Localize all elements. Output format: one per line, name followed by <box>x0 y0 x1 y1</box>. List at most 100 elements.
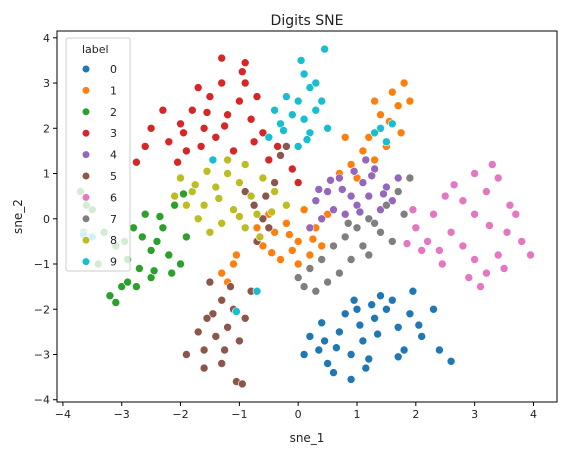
x-tick-label: 4 <box>530 408 537 421</box>
point-label-6-9 <box>458 196 468 205</box>
x-tick-label: −3 <box>114 408 130 421</box>
legend-label-3: 3 <box>110 127 117 140</box>
point-label-7-8 <box>346 255 356 264</box>
y-tick-label: 0 <box>43 213 50 226</box>
point-label-4-8 <box>329 205 338 214</box>
point-label-9-1 <box>305 83 315 92</box>
point-label-7-9 <box>335 268 344 278</box>
legend-label-9: 9 <box>110 256 117 269</box>
point-label-8-15 <box>252 209 262 219</box>
point-label-7-0 <box>293 273 303 282</box>
point-label-1-33 <box>370 96 379 106</box>
point-label-7-21 <box>343 219 353 228</box>
x-tick-label: 1 <box>354 408 361 421</box>
point-label-3-11 <box>217 78 226 88</box>
point-label-1-2 <box>282 219 291 228</box>
point-label-0-28 <box>408 286 418 296</box>
point-label-9-20 <box>370 128 379 138</box>
point-label-2-16 <box>146 246 156 255</box>
legend-label-5: 5 <box>110 170 117 183</box>
point-label-0-26 <box>355 320 365 330</box>
point-label-0-0 <box>305 332 315 341</box>
point-label-8-20 <box>202 167 212 176</box>
point-label-6-7 <box>493 250 503 260</box>
point-label-3-2 <box>176 119 185 129</box>
plot-frame <box>56 30 558 403</box>
point-label-9-16 <box>299 114 309 124</box>
point-label-4-21 <box>355 207 365 217</box>
point-label-9-5 <box>323 124 332 133</box>
point-label-0-3 <box>335 327 344 337</box>
point-label-8-25 <box>235 212 244 221</box>
point-label-7-10 <box>358 241 368 251</box>
point-label-5-4 <box>211 332 221 341</box>
point-label-0-12 <box>340 309 350 319</box>
point-label-1-29 <box>399 78 409 88</box>
legend-label-4: 4 <box>110 149 117 162</box>
point-label-3-14 <box>158 105 168 115</box>
point-label-4-15 <box>367 171 377 181</box>
point-label-3-29 <box>220 121 229 131</box>
point-label-1-9 <box>287 246 297 255</box>
point-label-8-16 <box>182 200 191 210</box>
point-label-4-9 <box>340 209 350 219</box>
point-label-7-4 <box>340 232 350 242</box>
point-label-2-7 <box>105 291 115 301</box>
point-label-8-5 <box>235 178 244 187</box>
x-tick-label: 2 <box>412 408 419 421</box>
point-label-1-12 <box>323 209 332 219</box>
point-label-9-10 <box>317 96 327 106</box>
point-label-1-10 <box>317 241 327 251</box>
point-label-6-25 <box>408 205 418 214</box>
point-label-3-4 <box>199 124 209 133</box>
point-label-1-11 <box>252 223 262 233</box>
point-label-5-18 <box>264 223 274 233</box>
point-label-3-15 <box>182 146 191 156</box>
legend-label-0: 0 <box>110 63 117 76</box>
point-label-3-1 <box>164 137 174 147</box>
point-label-3-18 <box>140 142 150 151</box>
point-label-6-20 <box>487 160 497 169</box>
point-label-6-6 <box>482 268 491 278</box>
point-label-7-7 <box>376 228 385 237</box>
point-label-1-1 <box>270 228 279 237</box>
point-label-7-13 <box>393 187 403 196</box>
point-label-2-26 <box>138 232 147 242</box>
point-label-0-6 <box>370 313 379 323</box>
point-label-8-21 <box>255 232 265 242</box>
point-label-6-15 <box>476 282 485 291</box>
point-label-8-10 <box>193 214 203 224</box>
point-label-7-18 <box>387 237 397 246</box>
point-label-8-9 <box>282 200 291 210</box>
point-label-5-26 <box>220 345 229 355</box>
point-label-6-22 <box>502 228 512 237</box>
point-label-3-9 <box>258 128 268 138</box>
point-label-0-14 <box>376 291 385 301</box>
point-label-3-10 <box>205 92 215 101</box>
legend-label-1: 1 <box>110 84 117 97</box>
point-label-7-3 <box>329 241 338 251</box>
point-label-0-24 <box>446 356 456 366</box>
y-tick-label: 2 <box>43 122 50 135</box>
point-label-4-1 <box>323 187 332 196</box>
point-label-3-21 <box>240 58 250 68</box>
point-label-3-22 <box>217 53 226 63</box>
point-label-9-25 <box>252 286 262 296</box>
point-label-6-5 <box>470 255 479 264</box>
point-label-0-17 <box>329 368 338 377</box>
legend-label-6: 6 <box>110 191 117 204</box>
point-label-4-12 <box>376 205 385 214</box>
point-label-9-0 <box>293 96 303 106</box>
point-label-4-19 <box>379 189 388 199</box>
point-label-0-21 <box>393 352 403 362</box>
point-label-0-18 <box>346 375 356 384</box>
point-label-2-8 <box>129 223 138 233</box>
point-label-6-24 <box>402 239 412 248</box>
legend-box <box>65 37 131 272</box>
point-label-4-23 <box>314 185 324 194</box>
point-label-9-2 <box>299 69 309 79</box>
point-label-9-23 <box>208 155 218 165</box>
point-label-0-25 <box>320 336 329 346</box>
point-label-0-8 <box>393 322 403 332</box>
point-label-7-6 <box>364 214 374 224</box>
